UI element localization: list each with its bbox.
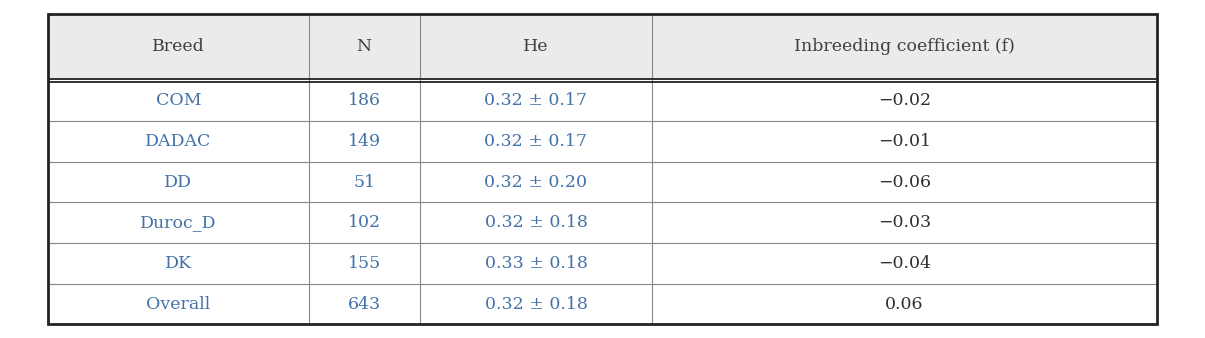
Text: He: He <box>523 39 548 55</box>
Text: Duroc_D: Duroc_D <box>140 214 217 231</box>
Bar <box>48 284 1157 324</box>
Text: Inbreeding coefficient (f): Inbreeding coefficient (f) <box>794 39 1015 55</box>
Text: DADAC: DADAC <box>146 133 212 150</box>
Text: 0.33 ± 0.18: 0.33 ± 0.18 <box>484 255 587 272</box>
Text: −0.04: −0.04 <box>878 255 931 272</box>
Text: −0.03: −0.03 <box>878 214 931 231</box>
Text: 0.06: 0.06 <box>886 296 924 313</box>
Text: 149: 149 <box>347 133 381 150</box>
Text: 102: 102 <box>347 214 381 231</box>
Text: −0.02: −0.02 <box>878 92 931 109</box>
Text: 186: 186 <box>348 92 381 109</box>
Text: Overall: Overall <box>146 296 211 313</box>
Text: COM: COM <box>155 92 201 109</box>
Bar <box>48 243 1157 284</box>
Text: 0.32 ± 0.20: 0.32 ± 0.20 <box>484 174 588 191</box>
Text: −0.06: −0.06 <box>878 174 931 191</box>
Text: DK: DK <box>165 255 192 272</box>
Text: 155: 155 <box>347 255 381 272</box>
Text: 51: 51 <box>353 174 375 191</box>
Bar <box>48 14 1157 80</box>
Text: DD: DD <box>164 174 193 191</box>
Bar <box>48 202 1157 243</box>
Text: Breed: Breed <box>152 39 205 55</box>
Text: 0.32 ± 0.18: 0.32 ± 0.18 <box>484 214 587 231</box>
Text: −0.01: −0.01 <box>878 133 931 150</box>
Text: 0.32 ± 0.17: 0.32 ± 0.17 <box>484 133 588 150</box>
Text: 0.32 ± 0.18: 0.32 ± 0.18 <box>484 296 587 313</box>
Bar <box>48 162 1157 202</box>
Bar <box>48 80 1157 121</box>
Bar <box>48 121 1157 162</box>
Text: 643: 643 <box>347 296 381 313</box>
Text: N: N <box>357 39 371 55</box>
Text: 0.32 ± 0.17: 0.32 ± 0.17 <box>484 92 588 109</box>
